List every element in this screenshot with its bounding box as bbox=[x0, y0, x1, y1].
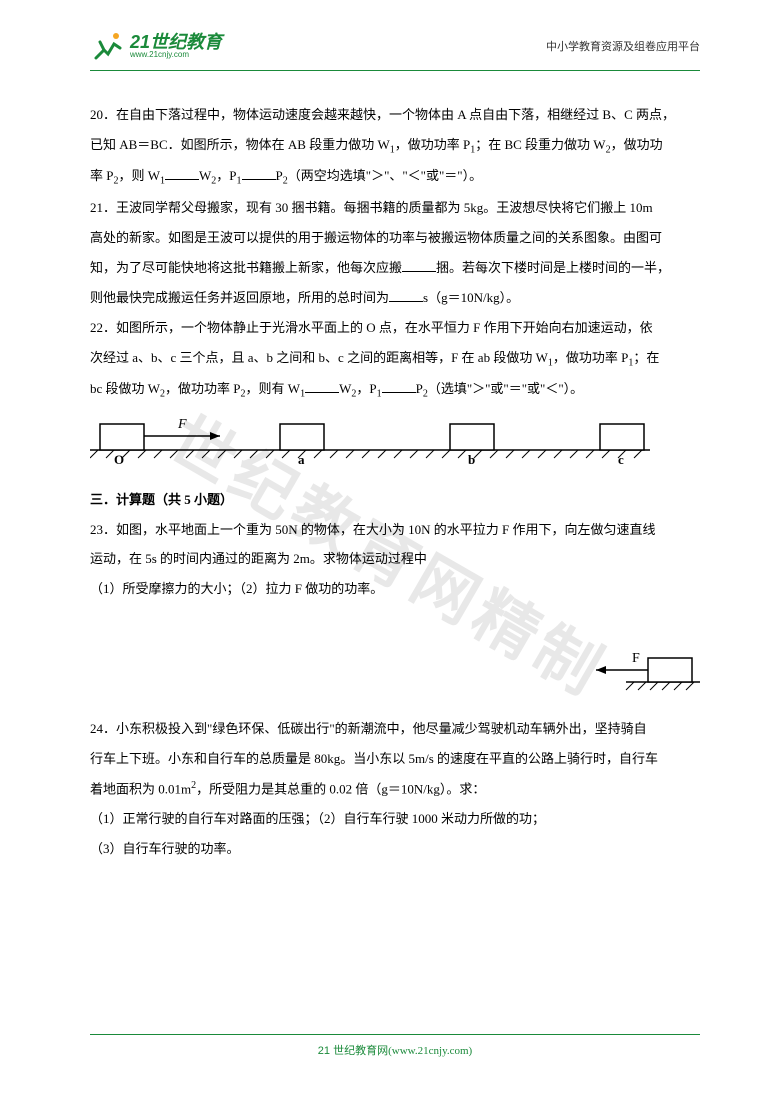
header-right-text: 中小学教育资源及组卷应用平台 bbox=[546, 38, 700, 54]
q20-l2-m1: ，做功功率 P bbox=[395, 137, 470, 152]
q21-l4: 则他最快完成搬运任务并返回原地，所用的总时间为 s（g＝10N/kg）。 bbox=[90, 283, 700, 313]
q24: 24．小东积极投入到"绿色环保、低碳出行"的新潮流中，他尽量减少驾驶机动车辆外出… bbox=[90, 714, 700, 744]
svg-text:c: c bbox=[618, 452, 624, 466]
page-footer: 21 世纪教育网(www.21cnjy.com) bbox=[90, 1034, 700, 1059]
q23-figure: F bbox=[590, 642, 700, 703]
logo-sub-text: www.21cnjy.com bbox=[130, 51, 222, 59]
q24-sub2: （3）自行车行驶的功率。 bbox=[90, 834, 700, 864]
q23-sub1: （1）所受摩擦力的大小；（2）拉力 F 做功的功率。 bbox=[90, 574, 700, 604]
q24-l3-tail: ，所受阻力是其总重的 0.02 倍（g＝10N/kg）。求： bbox=[196, 781, 485, 796]
q20-l2-pre: 已知 AB＝BC．如图所示，物体在 AB 段重力做功 W bbox=[90, 137, 390, 152]
q22-l3-c: W bbox=[339, 381, 351, 396]
q24-num: 24． bbox=[90, 721, 116, 736]
logo-main-text: 21世纪教育 bbox=[130, 33, 222, 51]
section3-title: 三．计算题（共 5 小题） bbox=[90, 485, 700, 515]
q23: 23．如图，水平地面上一个重为 50N 的物体，在大小为 10N 的水平拉力 F… bbox=[90, 515, 700, 545]
q20-l3-tail: （两空均选填"＞"、"＜"或"＝"）。 bbox=[288, 168, 482, 183]
q21-l3: 知，为了尽可能快地将这批书籍搬上新家，他每次应搬 捆。若每次下楼时间是上楼时间的一… bbox=[90, 253, 700, 283]
q22-l1: 如图所示，一个物体静止于光滑水平面上的 O 点，在水平恒力 F 作用下开始向右加… bbox=[116, 320, 653, 335]
q22-l2-pre: 次经过 a、b、c 三个点，且 a、b 之间和 b、c 之间的距离相等，F 在 … bbox=[90, 350, 548, 365]
blank-input[interactable] bbox=[305, 380, 339, 393]
q21-l4-pre: 则他最快完成搬运任务并返回原地，所用的总时间为 bbox=[90, 290, 389, 305]
q20-l3: 率 P2，则 W1W2，P1P2（两空均选填"＞"、"＜"或"＝"）。 bbox=[90, 161, 700, 193]
q20-l3-d: P bbox=[276, 168, 283, 183]
blank-input[interactable] bbox=[389, 289, 423, 302]
q20: 20．在自由下落过程中，物体运动速度会越来越快，一个物体由 A 点自由下落，相继… bbox=[90, 100, 700, 130]
q22-l3-pre: bc 段做功 W bbox=[90, 381, 160, 396]
q22-l3-e: P bbox=[416, 381, 423, 396]
q24-l1: 小东积极投入到"绿色环保、低碳出行"的新潮流中，他尽量减少驾驶机动车辆外出，坚持… bbox=[116, 721, 647, 736]
q20-l3-pre: 率 P bbox=[90, 168, 113, 183]
q22-l2: 次经过 a、b、c 三个点，且 a、b 之间和 b、c 之间的距离相等，F 在 … bbox=[90, 343, 700, 375]
q22-l3-a: ，做功功率 P bbox=[165, 381, 240, 396]
q22-l2-m2: ；在 bbox=[633, 350, 659, 365]
footer-rule bbox=[90, 1034, 700, 1035]
q21-l2: 高处的新家。如图是王波可以提供的用于搬运物体的功率与被搬运物体质量之间的关系图象… bbox=[90, 223, 700, 253]
q21-l1: 王波同学帮父母搬家，现有 30 捆书籍。每捆书籍的质量都为 5kg。王波想尽快将… bbox=[116, 200, 653, 215]
logo: 21世纪教育 www.21cnjy.com bbox=[90, 28, 222, 64]
q23-diagram-icon: F bbox=[590, 642, 700, 692]
svg-text:b: b bbox=[468, 452, 475, 466]
page-header: 21世纪教育 www.21cnjy.com 中小学教育资源及组卷应用平台 bbox=[90, 28, 700, 64]
q22-l3-tail: （选填"＞"或"＝"或"＜"）。 bbox=[428, 381, 583, 396]
q22-l3-d: ，P bbox=[356, 381, 376, 396]
q20-l3-b: W bbox=[199, 168, 211, 183]
header-rule bbox=[90, 70, 700, 71]
page-content: 20．在自由下落过程中，物体运动速度会越来越快，一个物体由 A 点自由下落，相继… bbox=[90, 100, 700, 864]
footer-brand: 21 世纪教育网 bbox=[318, 1045, 388, 1057]
q22-l3-b: ，则有 W bbox=[246, 381, 301, 396]
q24-sub1: （1）正常行驶的自行车对路面的压强；（2）自行车行驶 1000 米动力所做的功； bbox=[90, 804, 700, 834]
q22-figure: F O a b c bbox=[90, 410, 700, 477]
blank-input[interactable] bbox=[382, 380, 416, 393]
footer-url: (www.21cnjy.com) bbox=[388, 1045, 472, 1057]
q21-l4-tail: s（g＝10N/kg）。 bbox=[423, 290, 519, 305]
q20-l2-m2: ；在 BC 段重力做功 W bbox=[475, 137, 605, 152]
q22-num: 22． bbox=[90, 320, 116, 335]
q20-l3-a: ，则 W bbox=[118, 168, 160, 183]
q24-l2: 行车上下班。小东和自行车的总质量是 80kg。当小东以 5m/s 的速度在平直的… bbox=[90, 744, 700, 774]
q21-l3-pre: 知，为了尽可能快地将这批书籍搬上新家，他每次应搬 bbox=[90, 260, 402, 275]
q23-l1: 如图，水平地面上一个重为 50N 的物体，在大小为 10N 的水平拉力 F 作用… bbox=[116, 522, 656, 537]
blank-input[interactable] bbox=[165, 167, 199, 180]
q22-l3: bc 段做功 W2，做功功率 P2，则有 W1W2，P1P2（选填"＞"或"＝"… bbox=[90, 374, 700, 406]
q21: 21．王波同学帮父母搬家，现有 30 捆书籍。每捆书籍的质量都为 5kg。王波想… bbox=[90, 193, 700, 223]
q22: 22．如图所示，一个物体静止于光滑水平面上的 O 点，在水平恒力 F 作用下开始… bbox=[90, 313, 700, 343]
q22-l2-m1: ，做功功率 P bbox=[553, 350, 628, 365]
svg-text:F: F bbox=[632, 651, 640, 666]
blank-input[interactable] bbox=[402, 259, 436, 272]
q24-l3: 着地面积为 0.01m2，所受阻力是其总重的 0.02 倍（g＝10N/kg）。… bbox=[90, 774, 700, 804]
svg-text:F: F bbox=[177, 417, 187, 432]
svg-text:a: a bbox=[298, 452, 305, 466]
blank-input[interactable] bbox=[242, 167, 276, 180]
q21-l3-mid: 捆。若每次下楼时间是上楼时间的一半， bbox=[436, 260, 670, 275]
q20-line1: 在自由下落过程中，物体运动速度会越来越快，一个物体由 A 点自由下落，相继经过 … bbox=[116, 107, 675, 122]
logo-text: 21世纪教育 www.21cnjy.com bbox=[130, 33, 222, 59]
svg-text:O: O bbox=[114, 452, 124, 466]
q20-l2: 已知 AB＝BC．如图所示，物体在 AB 段重力做功 W1，做功功率 P1；在 … bbox=[90, 130, 700, 162]
q23-num: 23． bbox=[90, 522, 116, 537]
q21-num: 21． bbox=[90, 200, 116, 215]
q24-l3-pre: 着地面积为 0.01m bbox=[90, 781, 191, 796]
q20-l3-c: ，P bbox=[216, 168, 236, 183]
q22-diagram-icon: F O a b c bbox=[90, 410, 650, 466]
logo-runner-icon bbox=[90, 28, 126, 64]
q20-l2-m3: ，做功功 bbox=[611, 137, 663, 152]
q23-l2: 运动，在 5s 的时间内通过的距离为 2m。求物体运动过程中 bbox=[90, 544, 700, 574]
q20-num: 20． bbox=[90, 107, 116, 122]
